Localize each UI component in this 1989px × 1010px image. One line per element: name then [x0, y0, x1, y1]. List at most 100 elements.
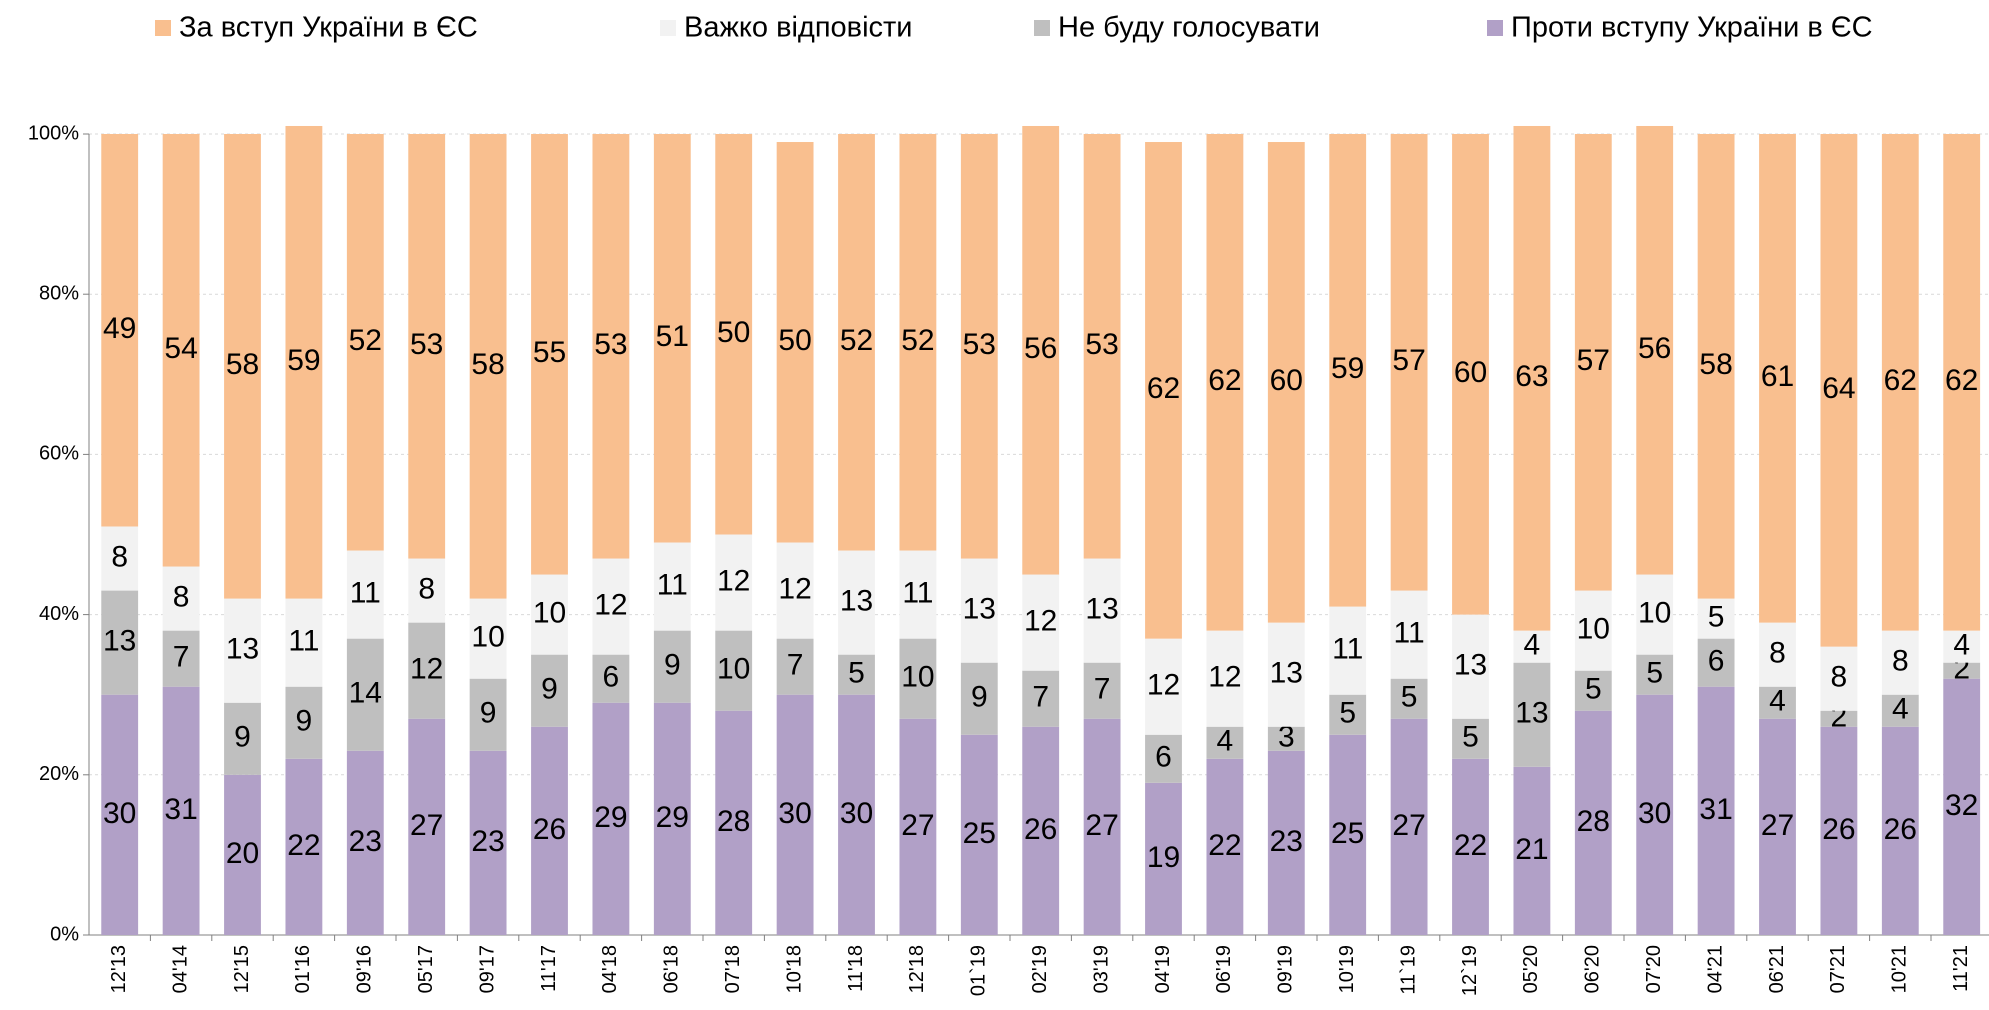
bar-segment	[1145, 782, 1182, 935]
legend-label: За вступ України в ЄС	[179, 12, 478, 44]
x-tick-label: 01`19	[968, 945, 990, 996]
x-tick-label: 07'20	[1643, 945, 1665, 993]
data-label: 10	[1577, 613, 1610, 646]
data-label: 8	[173, 581, 190, 614]
x-tick-label: 11'21	[1950, 945, 1972, 992]
data-label: 52	[840, 324, 873, 357]
data-label: 31	[1699, 793, 1732, 826]
bar-segment	[1022, 125, 1060, 575]
bar-segment	[531, 574, 568, 655]
data-label: 10	[901, 661, 934, 694]
x-tick-label: 07'18	[722, 945, 744, 993]
data-label: 54	[164, 332, 197, 365]
bar-segment	[346, 638, 384, 751]
x-tick-label: 10'19	[1336, 945, 1358, 993]
data-label: 13	[1085, 593, 1118, 626]
bar-segment	[224, 774, 261, 935]
data-label: 5	[1339, 697, 1356, 730]
data-label: 4	[1524, 629, 1541, 662]
data-label: 52	[901, 324, 934, 357]
data-label: 63	[1515, 360, 1548, 393]
data-label: 7	[1094, 673, 1111, 706]
bar-segment	[1022, 726, 1060, 935]
y-tick-label: 80%	[39, 282, 79, 304]
bar-segment	[469, 678, 507, 751]
data-label: 23	[471, 825, 504, 858]
data-label: 12	[717, 564, 750, 597]
data-label: 12	[594, 589, 627, 622]
x-tick-label: 10'21	[1889, 945, 1911, 993]
x-tick-label: 02'19	[1029, 945, 1051, 993]
bar-segment	[1574, 590, 1612, 671]
data-label: 5	[848, 657, 865, 690]
data-label: 5	[1462, 721, 1479, 754]
bar-segment	[162, 566, 200, 631]
bar-segment	[469, 598, 507, 679]
legend-swatch	[1034, 20, 1050, 36]
bar-segment	[1881, 630, 1919, 695]
data-label: 52	[349, 324, 382, 357]
bar-segment	[408, 558, 446, 623]
data-label: 58	[471, 348, 504, 381]
bar-segment	[1267, 750, 1305, 935]
x-tick-label: 04'18	[599, 945, 621, 993]
data-label: 23	[1270, 825, 1303, 858]
data-label: 62	[1147, 372, 1180, 405]
bar-segment	[715, 534, 753, 631]
data-label: 53	[410, 328, 443, 361]
legend-swatch	[660, 20, 676, 36]
bar-segment	[1267, 726, 1305, 751]
data-label: 13	[1515, 697, 1548, 730]
bar-segment	[592, 654, 630, 703]
bar-segment	[162, 134, 200, 567]
bar-segment	[1636, 125, 1674, 575]
data-label: 6	[1155, 741, 1172, 774]
bar-segment	[899, 550, 937, 639]
bar-segment	[838, 654, 875, 695]
data-label: 27	[1392, 809, 1425, 842]
bar-segment	[1697, 686, 1735, 935]
data-label: 27	[1085, 809, 1118, 842]
data-label: 5	[1708, 601, 1725, 634]
data-label: 4	[1892, 693, 1909, 726]
x-tick-label: 11`19	[1397, 945, 1419, 995]
bar-segment	[1697, 598, 1735, 639]
bar-segment	[1574, 710, 1612, 935]
x-tick-label: 06'21	[1766, 945, 1788, 993]
bar-segment	[1329, 606, 1367, 695]
data-label: 60	[1454, 356, 1487, 389]
data-label: 22	[1454, 829, 1487, 862]
bar-segment	[1636, 654, 1674, 695]
x-tick-label: 06'19	[1213, 945, 1235, 993]
data-label: 13	[103, 625, 136, 658]
data-label: 11	[350, 576, 381, 609]
data-label: 27	[410, 809, 443, 842]
data-label: 55	[533, 336, 566, 369]
data-label: 26	[1822, 813, 1855, 846]
data-label: 14	[349, 677, 382, 710]
bar-segment	[1267, 142, 1305, 623]
bar-segment	[1329, 134, 1367, 607]
legend-label: Проти вступу України в ЄС	[1511, 12, 1873, 44]
bar-segment	[653, 134, 691, 543]
bar-segment	[1820, 710, 1858, 727]
data-label: 10	[717, 653, 750, 686]
y-tick-label: 60%	[39, 443, 79, 465]
data-label: 30	[103, 797, 136, 830]
data-label: 9	[541, 673, 558, 706]
data-label: 13	[963, 593, 996, 626]
data-label: 20	[226, 837, 259, 870]
bar-segment	[224, 134, 261, 599]
bar-segment	[1574, 134, 1612, 591]
bar-segment	[653, 542, 691, 631]
data-label: 31	[164, 793, 197, 826]
bar-segment	[1083, 558, 1121, 663]
data-label: 29	[656, 801, 689, 834]
bar-segment	[101, 526, 139, 591]
x-tick-label: 03'19	[1090, 945, 1112, 993]
data-label: 59	[1331, 352, 1364, 385]
x-tick-label: 12'13	[108, 945, 130, 993]
legend-label: Важко відповісти	[684, 12, 913, 44]
data-label: 9	[234, 721, 251, 754]
